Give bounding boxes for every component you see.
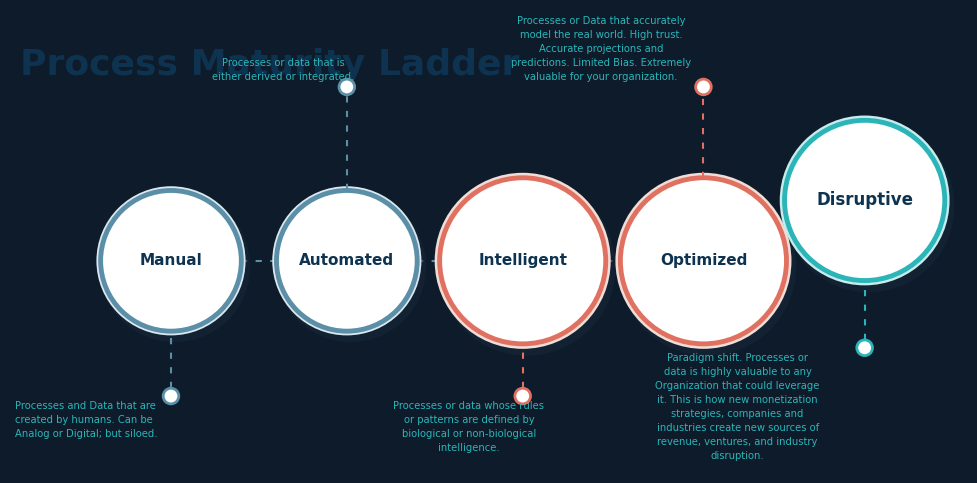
Circle shape	[440, 178, 606, 344]
Circle shape	[97, 186, 245, 335]
Circle shape	[438, 178, 616, 355]
Circle shape	[620, 178, 786, 344]
Text: Paradigm shift. Processes or
data is highly valuable to any
Organization that co: Paradigm shift. Processes or data is hig…	[656, 353, 820, 461]
Circle shape	[618, 178, 796, 355]
Text: Intelligent: Intelligent	[478, 253, 568, 269]
Circle shape	[785, 120, 945, 281]
Text: Process Maturity Ladder: Process Maturity Ladder	[20, 48, 519, 82]
Circle shape	[696, 79, 711, 95]
Circle shape	[435, 173, 611, 349]
Circle shape	[783, 121, 955, 292]
Circle shape	[100, 192, 250, 342]
Text: Automated: Automated	[299, 253, 395, 269]
Text: Processes or data that is
either derived or integrated.: Processes or data that is either derived…	[212, 58, 355, 82]
Circle shape	[780, 115, 950, 285]
Circle shape	[857, 340, 872, 355]
Text: Manual: Manual	[140, 253, 202, 269]
Circle shape	[101, 190, 241, 331]
Text: Processes or Data that accurately
model the real world. High trust.
Accurate pro: Processes or Data that accurately model …	[511, 16, 691, 82]
Circle shape	[163, 388, 179, 404]
Circle shape	[339, 79, 355, 95]
Circle shape	[276, 192, 426, 342]
Circle shape	[276, 190, 417, 331]
Text: Processes or data whose rules
or patterns are defined by
biological or non-biolo: Processes or data whose rules or pattern…	[394, 401, 544, 453]
Text: Disruptive: Disruptive	[816, 191, 913, 210]
Text: Processes and Data that are
created by humans. Can be
Analog or Digital; but sil: Processes and Data that are created by h…	[15, 401, 157, 439]
Text: Optimized: Optimized	[659, 253, 747, 269]
Circle shape	[273, 186, 421, 335]
Circle shape	[515, 388, 531, 404]
Circle shape	[616, 173, 791, 349]
